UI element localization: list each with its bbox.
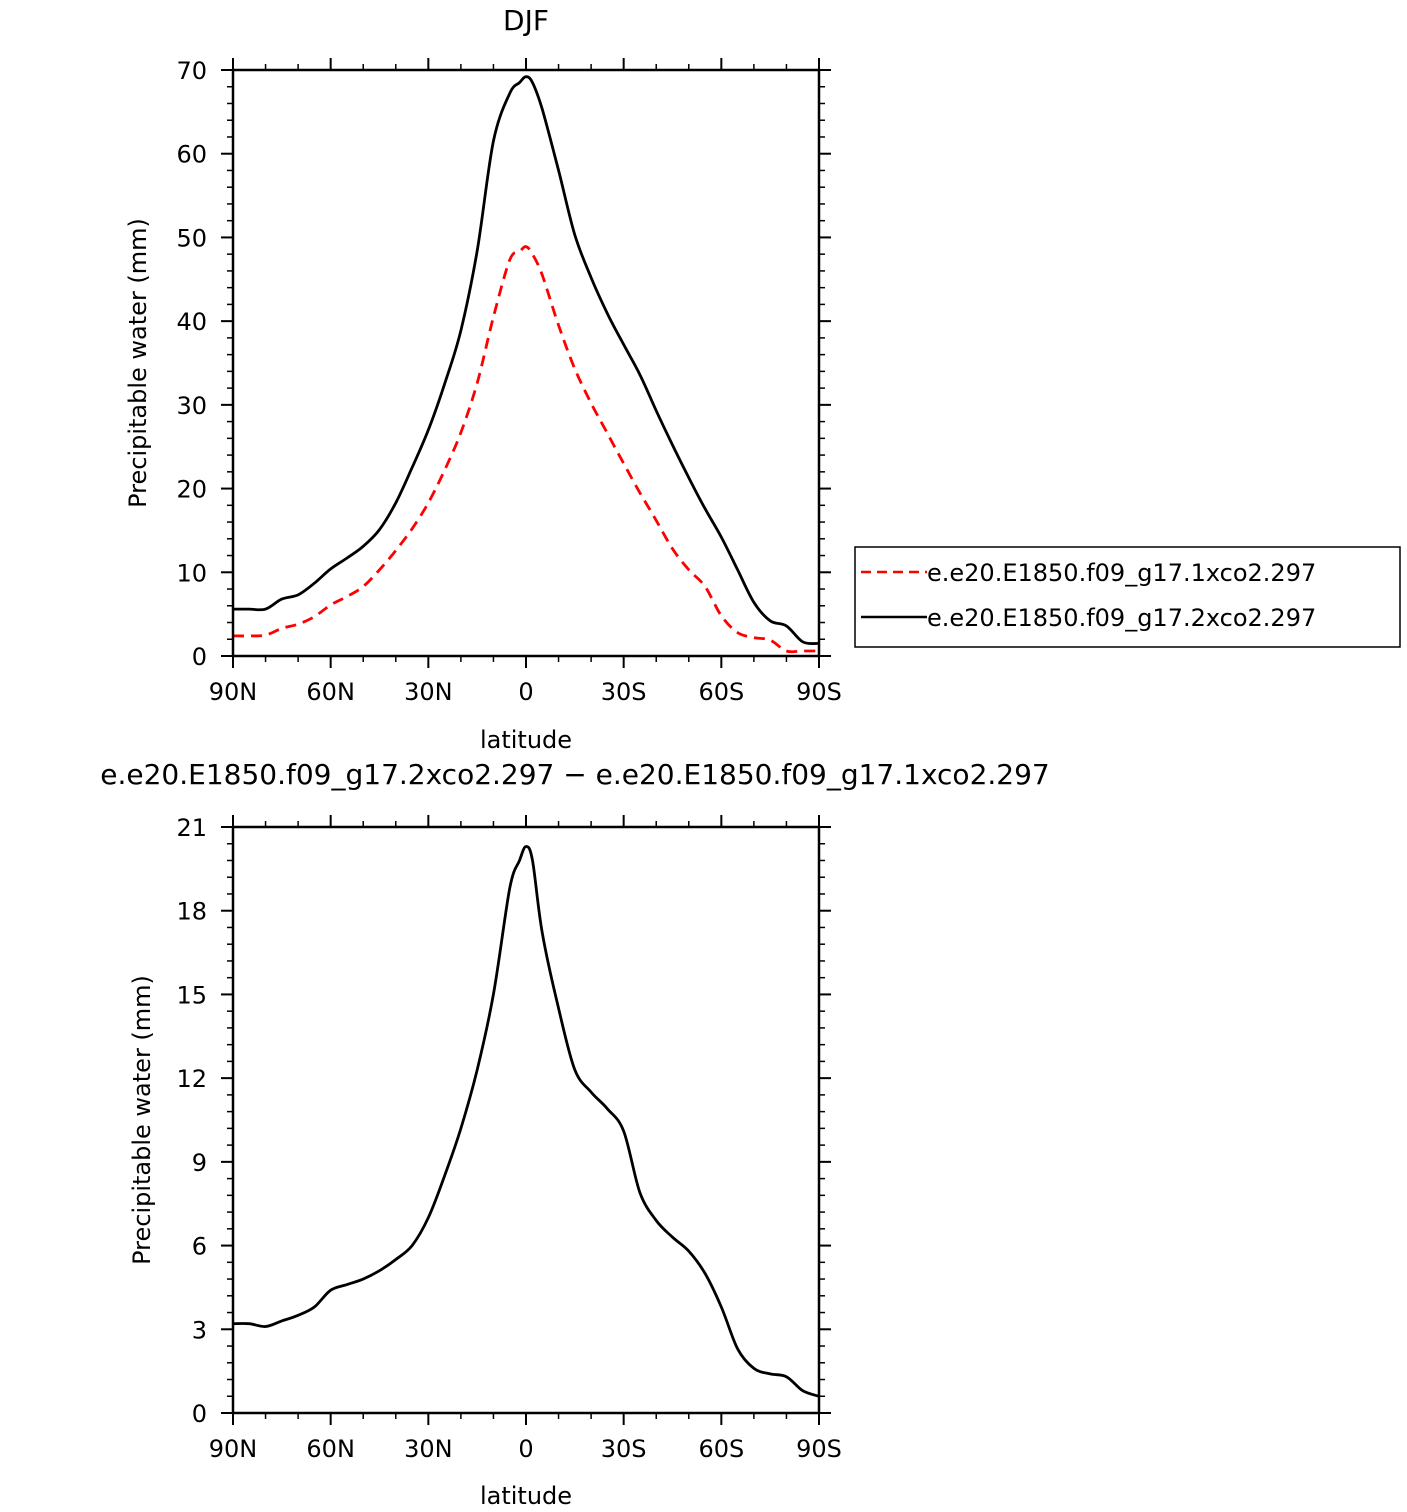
bottom-x-tick-label: 60N — [306, 1435, 355, 1463]
top-x-tick-label: 90S — [796, 678, 842, 706]
top-x-tick-label: 90N — [209, 678, 258, 706]
top-y-tick-label: 70 — [176, 57, 207, 85]
top-series-line-0 — [232, 245, 819, 654]
bottom-chart-ticks — [221, 815, 831, 1425]
top-x-tick-label: 60N — [306, 678, 355, 706]
bottom-y-tick-label: 15 — [176, 981, 207, 1009]
bottom-y-tick-label: 0 — [192, 1400, 207, 1428]
top-y-tick-label: 60 — [176, 141, 207, 169]
bottom-chart-series — [232, 845, 820, 1398]
bottom-y-tick-label: 6 — [192, 1233, 207, 1261]
top-x-tick-label: 0 — [518, 678, 533, 706]
top-x-tick-label: 30N — [404, 678, 453, 706]
top-chart-tick-labels: 90N 60N 30N 0 30S 60S 90S 0 10 20 30 40 50 60 70 — [176, 57, 841, 706]
bottom-y-tick-label: 3 — [192, 1316, 207, 1344]
top-chart-xlabel: latitude — [480, 726, 572, 754]
top-y-tick-label: 40 — [176, 308, 207, 336]
top-x-tick-label: 60S — [698, 678, 744, 706]
bottom-y-tick-label: 12 — [176, 1065, 207, 1093]
top-y-tick-label: 50 — [176, 224, 207, 252]
bottom-chart-panel: e.e20.E1850.f09_g17.2xco2.297 − e.e20.E1… — [100, 758, 1049, 1510]
bottom-chart-xlabel: latitude — [480, 1482, 572, 1510]
top-y-tick-label: 30 — [176, 392, 207, 420]
legend-label-1xco2: e.e20.E1850.f09_g17.1xco2.297 — [927, 559, 1316, 587]
bottom-series-line-0 — [232, 845, 820, 1398]
legend-label-2xco2: e.e20.E1850.f09_g17.2xco2.297 — [927, 604, 1316, 632]
top-chart-panel: DJF 90N 60N 30N 0 30S 60S 90S 0 10 20 30 40 50 60 70 l… — [124, 4, 1401, 754]
top-chart-legend: e.e20.E1850.f09_g17.1xco2.297 e.e20.E185… — [854, 546, 1401, 648]
bottom-chart-title: e.e20.E1850.f09_g17.2xco2.297 − e.e20.E1… — [100, 758, 1049, 791]
bottom-y-tick-label: 9 — [192, 1149, 207, 1177]
top-chart-title: DJF — [503, 4, 549, 37]
bottom-x-tick-label: 30N — [404, 1435, 453, 1463]
top-series-line-1 — [233, 75, 820, 646]
top-y-tick-label: 10 — [176, 559, 207, 587]
bottom-chart-tick-labels: 90N 60N 30N 0 30S 60S 90S 0 3 6 9 12 15 18 21 — [176, 814, 841, 1463]
top-x-tick-label: 30S — [601, 678, 647, 706]
top-chart-series — [232, 75, 820, 654]
bottom-y-tick-label: 18 — [176, 898, 207, 926]
top-y-tick-label: 0 — [192, 643, 207, 671]
top-chart-frame — [231, 68, 821, 658]
bottom-chart-frame — [231, 825, 821, 1415]
top-chart-ylabel: Precipitable water (mm) — [124, 218, 152, 508]
top-y-tick-label: 20 — [176, 476, 207, 504]
bottom-x-tick-label: 60S — [698, 1435, 744, 1463]
legend-box — [854, 546, 1401, 648]
bottom-y-tick-label: 21 — [176, 814, 207, 842]
bottom-x-tick-label: 90S — [796, 1435, 842, 1463]
bottom-x-tick-label: 30S — [601, 1435, 647, 1463]
bottom-x-tick-label: 0 — [518, 1435, 533, 1463]
bottom-x-tick-label: 90N — [209, 1435, 258, 1463]
bottom-chart-ylabel: Precipitable water (mm) — [128, 975, 156, 1265]
